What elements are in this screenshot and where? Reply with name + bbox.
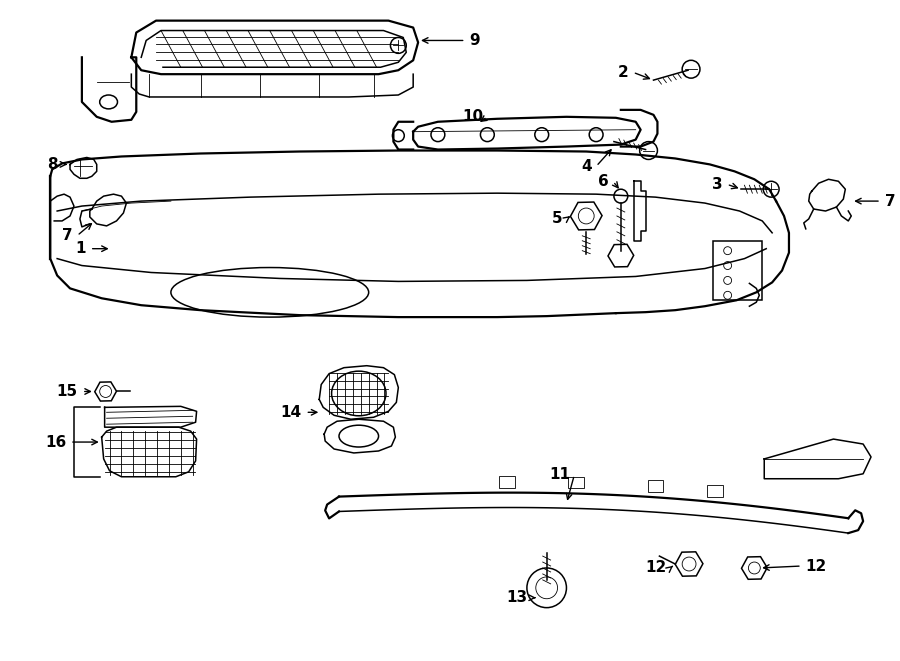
Bar bbox=[569, 477, 584, 488]
Text: 4: 4 bbox=[581, 159, 592, 174]
Text: 7: 7 bbox=[885, 194, 895, 209]
Text: 8: 8 bbox=[48, 157, 58, 172]
Bar bbox=[706, 485, 723, 497]
Text: 6: 6 bbox=[598, 174, 609, 189]
Text: 12: 12 bbox=[645, 561, 666, 576]
Text: 2: 2 bbox=[618, 65, 629, 80]
Text: 12: 12 bbox=[806, 559, 827, 574]
Text: 11: 11 bbox=[549, 467, 571, 483]
Text: 5: 5 bbox=[552, 212, 562, 227]
Text: 9: 9 bbox=[470, 33, 481, 48]
Bar bbox=[713, 241, 762, 300]
Text: 1: 1 bbox=[76, 241, 86, 256]
Text: 16: 16 bbox=[45, 434, 66, 449]
Text: 15: 15 bbox=[57, 384, 78, 399]
Text: 14: 14 bbox=[280, 405, 302, 420]
Text: 3: 3 bbox=[712, 176, 723, 192]
Text: 13: 13 bbox=[507, 590, 528, 605]
Bar bbox=[647, 481, 663, 492]
Text: 7: 7 bbox=[62, 228, 73, 243]
Text: 10: 10 bbox=[463, 109, 483, 124]
Bar bbox=[500, 476, 515, 488]
